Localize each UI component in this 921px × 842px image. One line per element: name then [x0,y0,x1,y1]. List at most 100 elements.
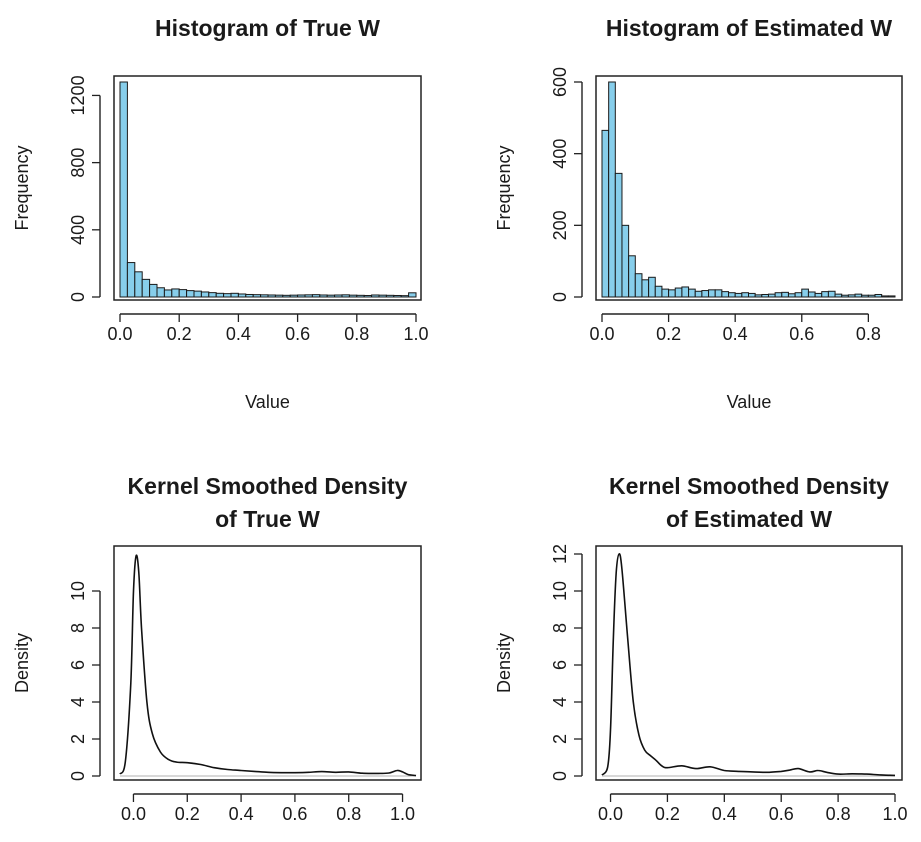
histogram-bar [614,172,623,298]
histogram-bar [834,293,843,298]
histogram-bar [393,294,402,298]
plot-frame [113,545,422,781]
y-tick-label: 2 [68,734,88,744]
histogram-bar [801,288,809,298]
plot-frame [113,75,422,301]
histogram-bar [774,292,783,298]
histogram-bar [814,292,823,298]
histogram-bar [867,294,876,298]
histogram-bar [408,292,417,298]
panel-2: Histogram of Estimated W 0.0 0.2 0.4 0.6 0.8 0… [494,15,903,412]
histogram-bar [754,294,763,298]
histogram-bar [230,292,239,298]
x-tick-label: 0.8 [336,804,361,824]
y-tick-label: 4 [68,697,88,707]
y-axis-label: Frequency [494,145,514,230]
chart-title: Kernel Smoothed Density [128,473,408,499]
x-tick-label: 0.8 [826,804,851,824]
y-tick-label: 6 [68,660,88,670]
histogram-bar [163,289,173,298]
x-tick-label: 0.8 [856,324,881,344]
histogram-bar [854,293,863,298]
histogram-bar [807,291,816,298]
y-axis-label: Frequency [12,145,32,230]
histogram-bar [628,255,636,298]
histogram-bar [363,294,373,298]
histogram-bar [708,289,716,298]
histogram-bar [341,294,350,298]
histogram-bar [741,292,749,298]
histogram-bar [326,294,336,298]
y-tick-label: 600 [550,67,570,97]
x-tick-label: 0.6 [769,804,794,824]
histogram-bar [661,288,670,298]
y-tick-label: 6 [550,660,570,670]
y-tick-label: 0 [550,292,570,302]
histogram-bar [186,290,195,298]
histogram-bar [688,288,696,298]
y-tick-label: 0 [550,771,570,781]
histogram-bar [378,294,387,298]
histogram-bar [178,289,188,298]
histogram-bar [400,295,410,298]
panel-4: Kernel Smoothed Density of Estimated W 0.0… [494,473,908,824]
histogram-bar [267,294,276,298]
histogram-bar [171,288,180,298]
histogram-bar [748,292,756,298]
x-tick-label: 0.4 [723,324,748,344]
y-tick-label: 10 [68,581,88,601]
histogram-bar [728,292,736,298]
histogram-bar [787,293,796,298]
histogram-bar [847,294,856,298]
histogram-bar [297,294,306,298]
y-tick-label: 400 [68,215,88,245]
x-axis-label: Value [245,392,290,412]
histogram-bar [681,286,690,298]
histogram-bar [701,290,710,298]
histogram-bar [141,278,151,298]
histogram-bar [156,287,165,298]
histogram-bar [781,291,789,298]
histogram-bar [134,271,143,298]
histogram-bar [304,294,313,298]
histogram-bar [601,129,610,298]
plot-frame [595,75,903,301]
histogram-bar [215,292,225,298]
chart-title: Kernel Smoothed Density [609,473,889,499]
x-tick-label: 1.0 [882,804,907,824]
x-tick-label: 0.0 [107,324,132,344]
plot-frame [595,545,903,781]
x-tick-label: 0.2 [656,324,681,344]
histogram-bar [252,294,262,298]
x-tick-label: 0.8 [344,324,369,344]
histogram-bar [385,294,395,298]
x-tick-label: 0.0 [121,804,146,824]
y-tick-label: 1200 [68,75,88,115]
x-tick-label: 0.4 [226,324,251,344]
histogram-bar [208,292,217,298]
x-tick-label: 1.0 [390,804,415,824]
histogram-bar [761,293,769,298]
y-tick-label: 400 [550,139,570,169]
y-tick-label: 4 [550,697,570,707]
y-tick-label: 200 [550,210,570,240]
y-tick-label: 8 [68,623,88,633]
histogram-bar [887,295,896,298]
y-tick-label: 10 [550,581,570,601]
histogram-bar [193,290,202,298]
x-tick-label: 0.2 [175,804,200,824]
chart-title: of True W [215,506,320,532]
histogram-bar [119,81,128,298]
panel-1: Histogram of True W 0.0 0.2 0.4 0.6 0.8 1.0 0 40… [12,15,429,412]
y-axis-label: Density [12,633,32,693]
histogram-bar [237,293,247,298]
histogram-bar [641,279,650,298]
histogram-bar [634,273,643,298]
histogram-bar [608,81,616,298]
y-tick-label: 8 [550,623,570,633]
x-tick-label: 0.6 [285,324,310,344]
x-tick-label: 0.0 [598,804,623,824]
histogram-bar [319,294,328,298]
histogram-bar [794,292,803,298]
